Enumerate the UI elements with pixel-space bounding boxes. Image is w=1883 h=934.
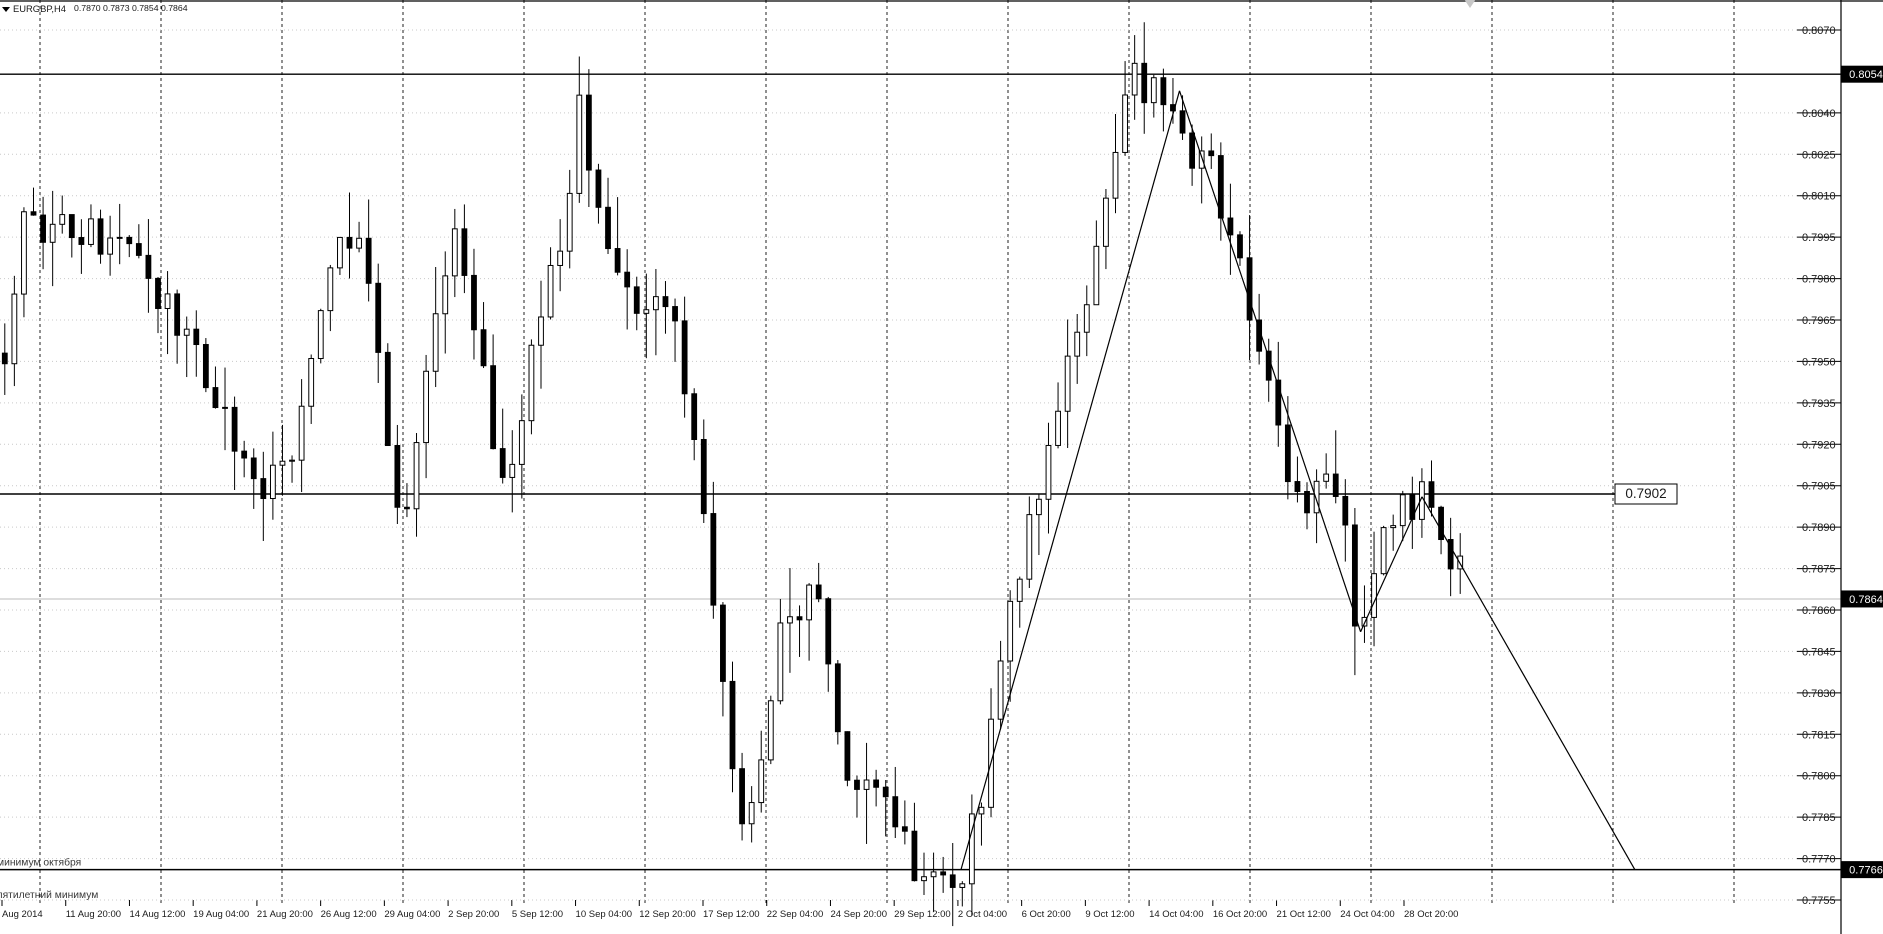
svg-text:5 Sep 12:00: 5 Sep 12:00 (512, 909, 563, 920)
svg-text:29 Aug 04:00: 29 Aug 04:00 (384, 909, 440, 920)
svg-text:11 Aug 20:00: 11 Aug 20:00 (66, 909, 121, 920)
svg-text:29 Sep 12:00: 29 Sep 12:00 (894, 909, 951, 920)
svg-text:0.8070: 0.8070 (1802, 25, 1836, 37)
svg-text:2 Sep 20:00: 2 Sep 20:00 (448, 909, 499, 920)
svg-text:0.7890: 0.7890 (1802, 522, 1836, 534)
svg-text:22 Sep 04:00: 22 Sep 04:00 (767, 909, 824, 920)
svg-text:пятилетний минимум: пятилетний минимум (0, 890, 98, 901)
svg-text:9 Oct 12:00: 9 Oct 12:00 (1085, 909, 1134, 920)
svg-text:0.7845: 0.7845 (1802, 646, 1836, 658)
svg-text:0.7800: 0.7800 (1802, 771, 1836, 783)
svg-text:0.7815: 0.7815 (1802, 729, 1836, 741)
svg-text:21 Aug 20:00: 21 Aug 20:00 (257, 909, 313, 920)
svg-text:28 Oct 20:00: 28 Oct 20:00 (1404, 909, 1458, 920)
svg-text:14 Aug 12:00: 14 Aug 12:00 (129, 909, 185, 920)
svg-text:0.8025: 0.8025 (1802, 149, 1836, 161)
svg-text:0.7766: 0.7766 (1849, 865, 1883, 877)
svg-text:24 Sep 20:00: 24 Sep 20:00 (830, 909, 887, 920)
svg-text:0.7950: 0.7950 (1802, 356, 1836, 368)
svg-text:0.8010: 0.8010 (1802, 191, 1836, 203)
svg-text:0.7902: 0.7902 (1625, 486, 1666, 501)
svg-text:0.7770: 0.7770 (1802, 854, 1836, 866)
svg-text:EURGBP,H4: EURGBP,H4 (13, 3, 66, 14)
svg-text:0.7995: 0.7995 (1802, 232, 1836, 244)
svg-text:19 Aug 04:00: 19 Aug 04:00 (193, 909, 249, 920)
svg-text:0.7785: 0.7785 (1802, 812, 1836, 824)
svg-text:24 Oct 04:00: 24 Oct 04:00 (1340, 909, 1394, 920)
svg-text:14 Oct 04:00: 14 Oct 04:00 (1149, 909, 1203, 920)
svg-text:0.7860: 0.7860 (1802, 605, 1836, 617)
svg-text:26 Aug 12:00: 26 Aug 12:00 (321, 909, 377, 920)
svg-text:0.7980: 0.7980 (1802, 274, 1836, 286)
svg-text:0.8040: 0.8040 (1802, 108, 1836, 120)
svg-text:0.7965: 0.7965 (1802, 315, 1836, 327)
svg-text:10 Sep 04:00: 10 Sep 04:00 (576, 909, 633, 920)
svg-text:0.7864: 0.7864 (1849, 594, 1883, 606)
svg-text:0.7935: 0.7935 (1802, 398, 1836, 410)
svg-text:0.7830: 0.7830 (1802, 688, 1836, 700)
svg-text:16 Oct 20:00: 16 Oct 20:00 (1213, 909, 1267, 920)
svg-text:6 Oct 20:00: 6 Oct 20:00 (1022, 909, 1071, 920)
svg-text:17 Sep 12:00: 17 Sep 12:00 (703, 909, 760, 920)
svg-text:0.7920: 0.7920 (1802, 439, 1836, 451)
svg-text:0.7870 0.7873 0.7854 0.7864: 0.7870 0.7873 0.7854 0.7864 (74, 3, 188, 13)
svg-text:Aug 2014: Aug 2014 (2, 909, 43, 920)
svg-text:12 Sep 20:00: 12 Sep 20:00 (639, 909, 696, 920)
svg-text:минимум октября: минимум октября (0, 857, 81, 869)
svg-text:0.8054: 0.8054 (1849, 69, 1883, 81)
svg-text:2 Oct 04:00: 2 Oct 04:00 (958, 909, 1007, 920)
svg-text:21 Oct 12:00: 21 Oct 12:00 (1277, 909, 1331, 920)
svg-text:0.7905: 0.7905 (1802, 481, 1836, 493)
svg-text:0.7755: 0.7755 (1802, 895, 1836, 907)
svg-text:0.7875: 0.7875 (1802, 564, 1836, 576)
